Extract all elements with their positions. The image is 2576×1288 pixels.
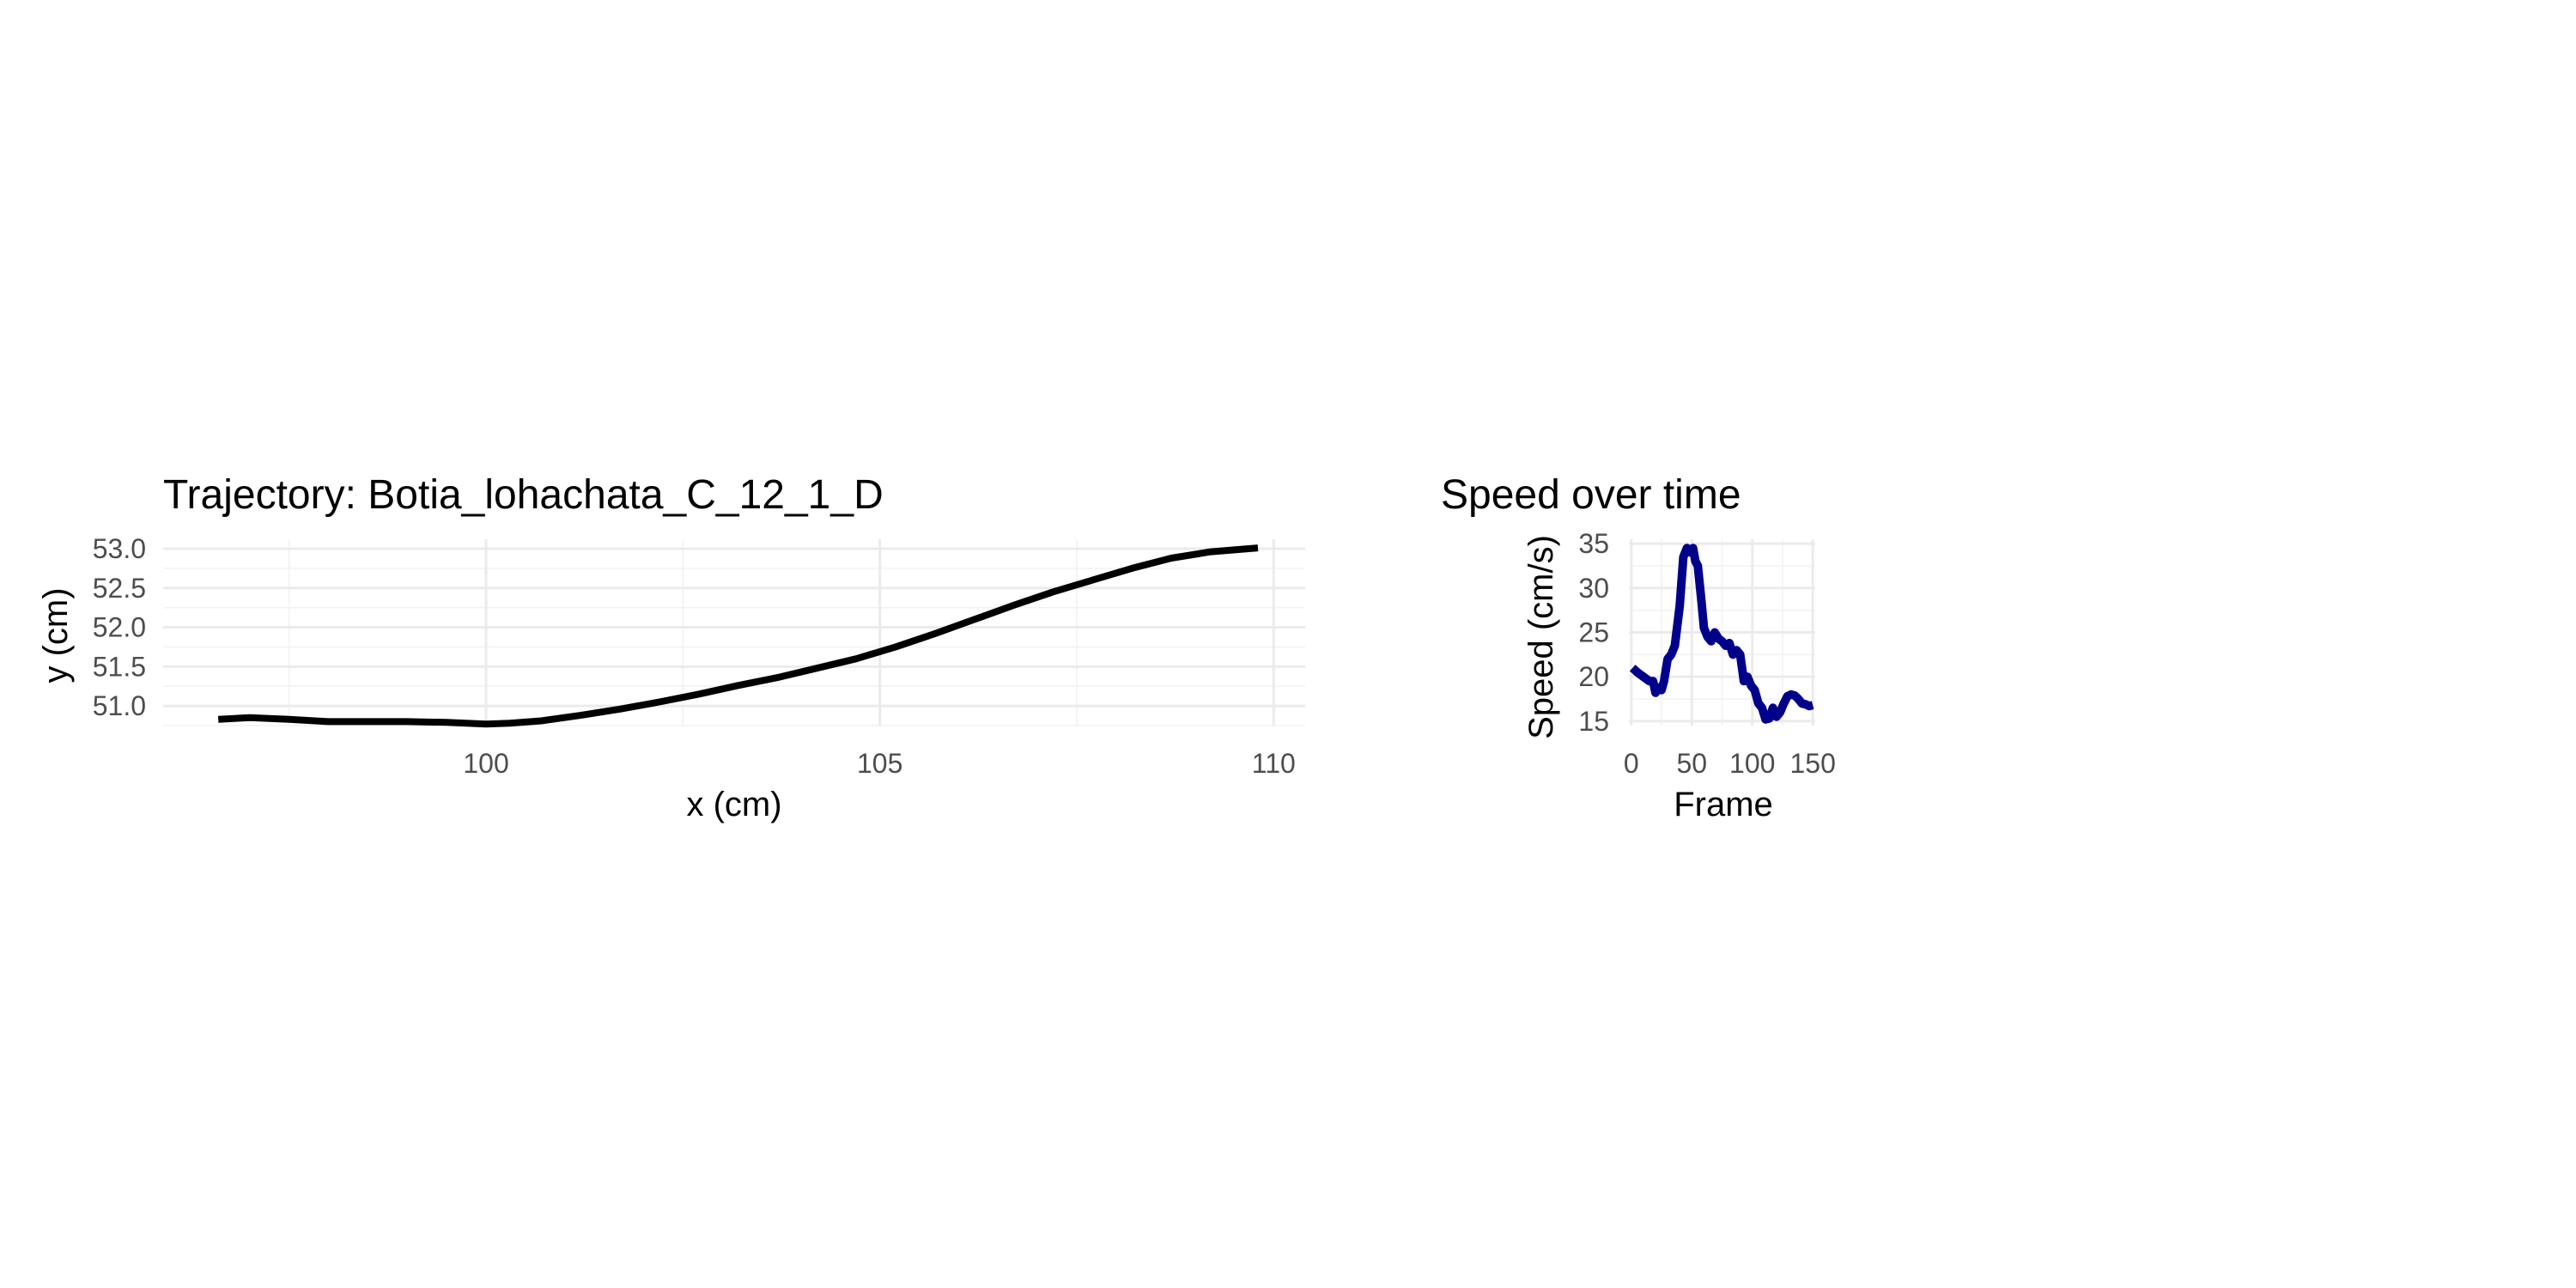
- speed-y-tick-label: 20: [1578, 661, 1609, 692]
- speed-y-axis-title: Speed (cm/s): [1522, 535, 1560, 739]
- trajectory-x-axis-title: x (cm): [686, 786, 781, 823]
- speed-panel: Speed over time 0 50 100 150 15 20 25 30 35 Fra…: [1441, 472, 1836, 823]
- trajectory-title: Trajectory: Botia_lohachata_C_12_1_D: [163, 472, 884, 518]
- trajectory-series-line-0: [217, 544, 1259, 728]
- trajectory-y-tick-label: 51.0: [93, 690, 146, 721]
- trajectory-y-tick-label: 52.5: [93, 573, 146, 604]
- trajectory-x-tick-label: 105: [857, 748, 902, 779]
- trajectory-y-ticks: 51.0 51.5 52.0 52.5 53.0: [93, 533, 146, 721]
- trajectory-x-tick-label: 110: [1252, 748, 1296, 779]
- trajectory-y-tick-label: 52.0: [93, 612, 146, 643]
- speed-y-tick-label: 35: [1578, 528, 1609, 559]
- trajectory-series: [217, 544, 1259, 728]
- speed-x-tick-label: 0: [1624, 748, 1639, 779]
- speed-x-tick-label: 50: [1676, 748, 1707, 779]
- trajectory-x-ticks: 100 105 110: [463, 748, 1295, 779]
- speed-x-tick-label: 150: [1789, 748, 1835, 779]
- trajectory-y-tick-label: 51.5: [93, 651, 146, 682]
- speed-y-tick-label: 30: [1578, 573, 1609, 604]
- speed-title: Speed over time: [1441, 472, 1741, 518]
- speed-grid: [1629, 539, 1815, 726]
- speed-y-tick-label: 15: [1578, 706, 1609, 737]
- speed-x-ticks: 0 50 100 150: [1624, 748, 1836, 779]
- speed-series: [1629, 544, 1814, 724]
- speed-x-axis-title: Frame: [1674, 786, 1773, 823]
- speed-x-tick-label: 100: [1729, 748, 1775, 779]
- speed-y-tick-label: 25: [1578, 617, 1609, 648]
- speed-y-ticks: 15 20 25 30 35: [1578, 528, 1609, 737]
- trajectory-x-tick-label: 100: [463, 748, 508, 779]
- speed-series-line-0: [1629, 544, 1814, 724]
- trajectory-y-tick-label: 53.0: [93, 533, 146, 564]
- trajectory-y-axis-title: y (cm): [37, 587, 75, 683]
- trajectory-panel: Trajectory: Botia_lohachata_C_12_1_D 100…: [37, 472, 1305, 823]
